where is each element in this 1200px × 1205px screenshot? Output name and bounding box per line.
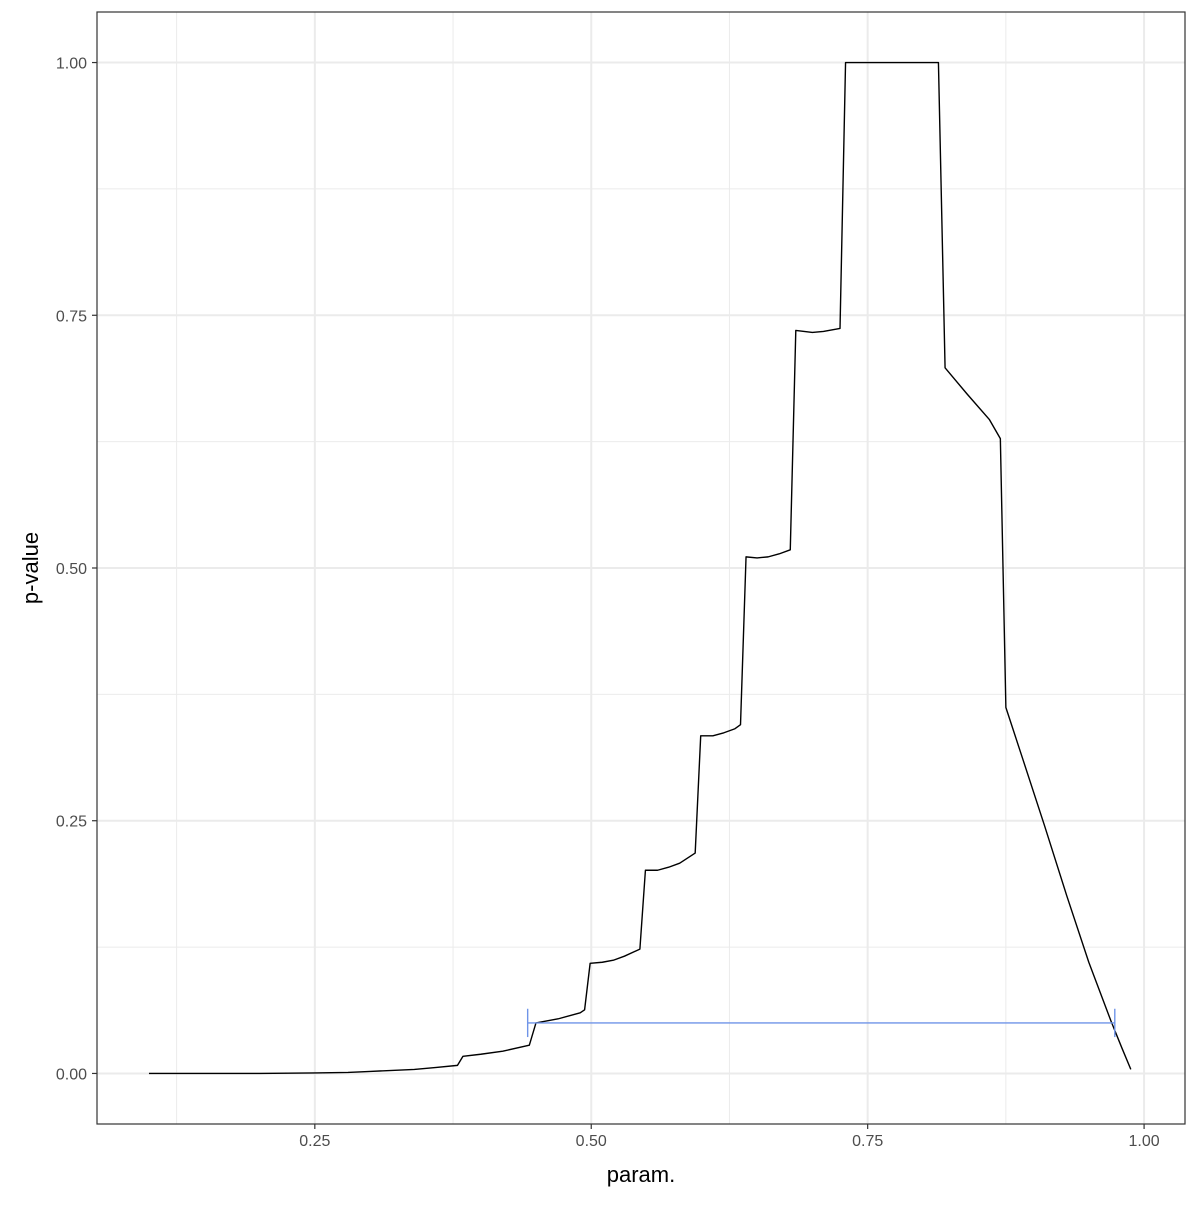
- series: [148, 61, 1132, 1075]
- x-axis-title: param.: [607, 1162, 675, 1187]
- y-tick-label: 0.50: [56, 561, 87, 578]
- confidence-interval: [526, 1008, 1116, 1038]
- y-tick-label: 0.75: [56, 308, 87, 325]
- axis-ticks: 0.25 0.50 0.75 1.00 0.00 0.25 0.50 0.75 1.00: [56, 56, 1160, 1150]
- y-tick-label: 0.25: [56, 814, 87, 831]
- x-tick-label: 0.75: [852, 1133, 883, 1150]
- x-tick-label: 0.25: [299, 1133, 330, 1150]
- series-line: [148, 61, 1132, 1075]
- y-tick-label: 1.00: [56, 56, 87, 73]
- x-tick-label: 1.00: [1129, 1133, 1160, 1150]
- y-axis-title: p-value: [18, 532, 43, 604]
- y-tick-label: 0.00: [56, 1066, 87, 1083]
- x-tick-label: 0.50: [576, 1133, 607, 1150]
- grid: [97, 12, 1185, 1124]
